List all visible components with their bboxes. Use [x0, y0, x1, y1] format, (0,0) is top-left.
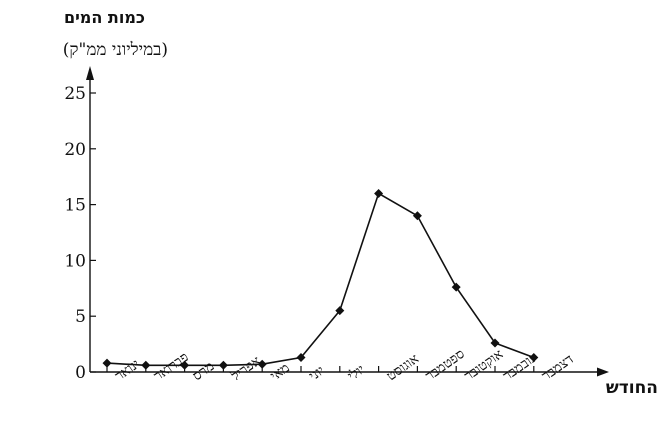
y-tick-label: 10: [64, 251, 86, 271]
x-axis-title: החודש: [606, 378, 658, 398]
y-tick-label: 0: [75, 363, 86, 383]
x-tick-label: אוקטובר: [461, 346, 506, 384]
data-point-marker: [218, 360, 228, 370]
y-axis-arrow: [86, 66, 94, 80]
y-tick-label: 20: [64, 140, 86, 160]
x-tick-label: מרס: [190, 358, 217, 384]
data-point-marker: [490, 338, 500, 348]
data-point-marker: [296, 352, 306, 362]
x-tick-label: אפריל: [228, 353, 264, 385]
x-axis-arrow: [597, 367, 609, 377]
x-tick-label: ינואר: [112, 356, 143, 384]
data-point-marker: [180, 360, 190, 370]
data-point-marker: [335, 306, 345, 316]
x-tick-label: יולי: [345, 362, 368, 385]
y-tick-label: 15: [64, 196, 86, 216]
data-point-marker: [374, 188, 384, 198]
series-line: [106, 192, 535, 367]
data-point-marker: [257, 359, 267, 369]
series-markers: [102, 188, 539, 370]
data-point-marker: [451, 282, 461, 292]
x-tick-label: אוגוסט: [384, 351, 422, 384]
x-tick-label: מאי: [267, 360, 292, 384]
data-point-marker: [529, 352, 539, 362]
x-tick-label: דצמבר: [539, 351, 577, 384]
data-point-marker: [102, 358, 112, 368]
y-tick-label: 25: [64, 84, 86, 104]
y-ticks: 0 5 10 15 20 25: [64, 84, 96, 383]
x-tick-label: יוני: [306, 363, 327, 385]
y-axis-title: כמות המים: [64, 8, 145, 27]
y-axis-unit: (במיליוני ממ"ק): [63, 40, 168, 60]
data-point-marker: [412, 211, 422, 221]
y-tick-label: 5: [75, 307, 86, 327]
x-tick-label: ספטמבר: [423, 346, 469, 385]
data-point-marker: [141, 360, 151, 370]
